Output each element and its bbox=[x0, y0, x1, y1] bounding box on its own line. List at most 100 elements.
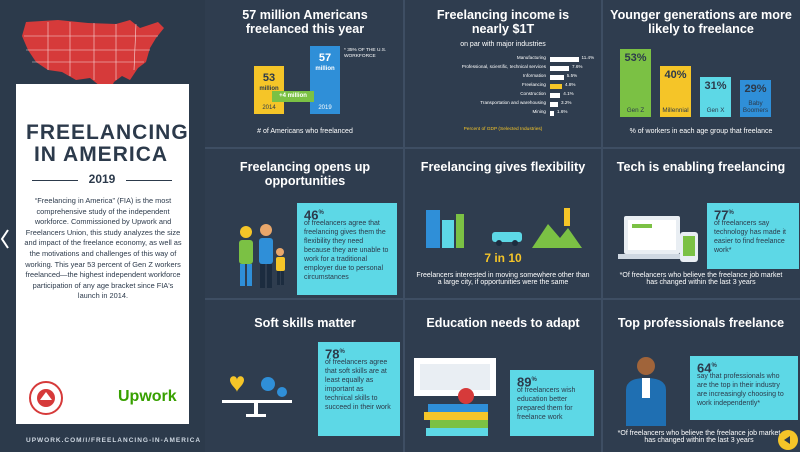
stat-percent: 89% bbox=[517, 374, 587, 390]
description: “Freelancing in America” (FIA) is the mo… bbox=[24, 196, 182, 301]
stat-percent: 46% bbox=[304, 207, 390, 223]
generation-bar: 53% Gen Z bbox=[620, 49, 651, 117]
stat-percent-value: 89 bbox=[517, 374, 532, 390]
generation-name: Gen Z bbox=[626, 107, 645, 114]
stat-percent: 77% bbox=[714, 208, 792, 221]
industry-label: Manufacturing bbox=[516, 55, 546, 60]
industry-label: Professional, scientific, technical serv… bbox=[461, 64, 546, 69]
grid-divider bbox=[601, 0, 603, 452]
industry-bar bbox=[550, 75, 564, 80]
expand-corner-icon[interactable] bbox=[774, 426, 798, 450]
sidebar: FREELANCING IN AMERICA 2019 “Freelancing… bbox=[0, 0, 205, 452]
footer-url[interactable]: UPWORK.COM/I/FREELANCING-IN-AMERICA bbox=[26, 437, 202, 444]
stat-box: 78% of freelancers agree that soft skill… bbox=[318, 342, 400, 436]
industry-row: Transportation and warehousing 3.2% bbox=[404, 100, 600, 109]
ratio-stat: 7 in 10 bbox=[484, 251, 522, 265]
grid-divider bbox=[205, 147, 800, 149]
upwork-logo: Upwork bbox=[118, 388, 177, 405]
stat-box: 89% of freelancers wish education better… bbox=[510, 370, 594, 436]
panel-caption: *Of freelancers who believe the freelanc… bbox=[619, 272, 783, 286]
industry-bar bbox=[550, 66, 569, 71]
industry-value: 5.5% bbox=[566, 73, 578, 78]
stat-text: say that professionals who are the top i… bbox=[697, 373, 784, 408]
title-line-2: IN AMERICA bbox=[33, 143, 169, 166]
divider bbox=[126, 180, 172, 181]
generation-percent: 40% bbox=[664, 68, 687, 81]
page-title: FREELANCING IN AMERICA bbox=[26, 121, 189, 166]
panel-caption: *Of freelancers who believe the freelanc… bbox=[617, 430, 781, 444]
panel-caption: % of workers in each age group that free… bbox=[629, 128, 773, 135]
title-line-1: FREELANCING bbox=[26, 121, 189, 144]
percent-sign: % bbox=[531, 377, 537, 383]
stat-box: 77% of freelancers say technology has ma… bbox=[707, 203, 799, 269]
stat-text: of freelancers say technology has made i… bbox=[714, 220, 786, 255]
percent-sign: % bbox=[318, 210, 324, 216]
city-to-nature-icon bbox=[426, 208, 582, 248]
stat-text: of freelancers agree that soft skills ar… bbox=[325, 359, 391, 412]
panel-title: Freelancing gives flexibility bbox=[420, 160, 586, 174]
generation-bar-chart: 53% Gen Z 40% Millennial 31% Gen X 29% Baby Boo… bbox=[620, 49, 782, 117]
generation-bar: 40% Millennial bbox=[660, 65, 691, 117]
panel-title: Top professionals freelance bbox=[617, 316, 785, 330]
stat-text: of freelancers agree that freelancing gi… bbox=[304, 220, 389, 282]
grid-divider bbox=[205, 298, 800, 300]
usa-map-icon bbox=[22, 20, 164, 94]
industry-bar bbox=[550, 84, 562, 89]
generation-name: Millennial bbox=[662, 107, 689, 114]
generation-percent: 31% bbox=[704, 80, 727, 93]
industry-bar bbox=[550, 102, 558, 107]
laptop-phone-icon bbox=[618, 216, 698, 262]
stat-box: 64% say that professionals who are the t… bbox=[690, 356, 798, 420]
panel-title: Soft skills matter bbox=[254, 316, 356, 330]
industry-row: Manufacturing 11.4% bbox=[404, 55, 600, 64]
bar-year: 2014 bbox=[262, 105, 276, 111]
family-icon bbox=[239, 224, 285, 288]
panel-caption: Freelancers interested in moving somewhe… bbox=[416, 272, 590, 286]
industry-value: 7.6% bbox=[572, 64, 583, 69]
year-label: 2019 bbox=[88, 172, 116, 186]
stat-text: of freelancers wish education better pre… bbox=[517, 387, 576, 422]
bar-2019: 57 million 2019 bbox=[310, 46, 340, 114]
stat-percent-value: 46 bbox=[304, 207, 319, 223]
industry-value: 4.1% bbox=[563, 91, 574, 96]
industry-row: Construction 4.1% bbox=[404, 91, 600, 100]
industry-label: Transportation and warehousing bbox=[480, 100, 546, 105]
industry-value: 3.2% bbox=[561, 100, 572, 105]
generation-percent: 29% bbox=[744, 82, 767, 95]
industry-label: Information bbox=[523, 73, 546, 78]
panel-subtitle: on par with major industries bbox=[460, 41, 546, 48]
percent-sign: % bbox=[728, 210, 734, 216]
stat-box: 46% of freelancers agree that freelancin… bbox=[297, 203, 397, 295]
title-line-1: Freelancing income is bbox=[436, 8, 570, 22]
stat-percent: 64% bbox=[697, 360, 791, 376]
industry-row: Professional, scientific, technical serv… bbox=[404, 64, 600, 73]
industry-row: Mining 1.6% bbox=[404, 109, 600, 118]
title-card bbox=[16, 84, 189, 424]
stat-percent-value: 64 bbox=[697, 360, 712, 376]
panel-title: Tech is enabling freelancing bbox=[616, 160, 786, 174]
industry-label: Construction bbox=[520, 91, 546, 96]
panel-title: Younger generations are more likely to f… bbox=[610, 8, 792, 36]
bar-value: 57 bbox=[318, 52, 332, 64]
heart-gears-scale-icon bbox=[222, 376, 292, 417]
industry-value: 1.6% bbox=[557, 109, 568, 114]
generation-name: Baby Boomers bbox=[742, 100, 769, 114]
panel-caption: # of Americans who freelanced bbox=[257, 128, 353, 135]
logo-row: Upwork bbox=[28, 380, 178, 416]
books-apple-icon bbox=[414, 358, 496, 436]
bar-year: 2019 bbox=[318, 105, 332, 111]
bar-2014: 53 million 2014 bbox=[254, 66, 284, 114]
panel-title: Freelancing income is nearly $1T bbox=[411, 8, 595, 36]
percent-sign: % bbox=[339, 349, 345, 355]
percent-sign: % bbox=[711, 363, 717, 369]
chevron-left-icon[interactable] bbox=[0, 228, 10, 250]
stat-percent-value: 78 bbox=[325, 346, 340, 362]
industry-row: Freelancing 4.8% bbox=[404, 82, 600, 91]
workforce-note: * 35% OF THE U.S. WORKFORCE bbox=[344, 48, 387, 59]
freelancers-union-logo-icon bbox=[29, 381, 63, 415]
generation-bar: 29% Baby Boomers bbox=[740, 79, 771, 117]
panel-title: 57 million Americans freelanced this yea… bbox=[242, 8, 368, 36]
industry-label: Freelancing bbox=[521, 82, 546, 87]
panel-title: Freelancing opens up opportunities bbox=[239, 160, 371, 188]
industry-value: 4.8% bbox=[565, 82, 576, 87]
